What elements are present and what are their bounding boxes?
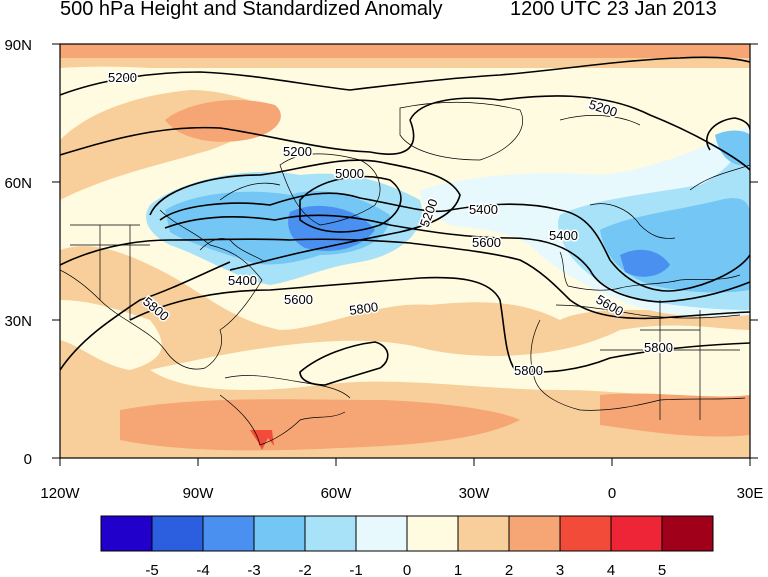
lon-label: 30E: [737, 485, 764, 502]
contour-label: 5800: [514, 363, 543, 378]
contour-label: 5000: [335, 166, 364, 181]
lon-label: 60W: [321, 485, 353, 502]
contour-label: 5200: [108, 70, 137, 85]
colorbar-tick-label: 4: [607, 562, 615, 577]
axis-ticks: [52, 43, 758, 466]
lon-labels: 120W 90W 60W 30W 0 30E: [40, 485, 763, 502]
lat-label: 90N: [4, 37, 32, 54]
colorbar-swatch: [253, 515, 306, 552]
colorbar-swatch: [610, 515, 663, 552]
anomaly-shading: [60, 44, 750, 458]
contour-label: 5800: [644, 340, 673, 355]
colorbar-swatch: [661, 515, 714, 552]
colorbar-swatch: [559, 515, 612, 552]
lat-label: 60N: [4, 175, 32, 192]
valid-time-label: 1200 UTC 23 Jan 2013: [510, 0, 717, 20]
contour-label: 5600: [284, 292, 313, 307]
colorbar-tick-label: 1: [454, 562, 462, 577]
colorbar-tick-label: -5: [145, 562, 158, 577]
contour-label: 5400: [549, 228, 578, 243]
colorbar-tick-label: 3: [556, 562, 564, 577]
colorbar-tick-label: -2: [298, 562, 311, 577]
contour-label: 5600: [472, 235, 501, 250]
colorbar-swatch: [508, 515, 561, 552]
lat-labels: 90N 60N 30N 0: [4, 37, 32, 468]
map-title: 500 hPa Height and Standardized Anomaly: [60, 0, 443, 20]
lat-label: 30N: [4, 313, 32, 330]
colorbar-tick-label: -3: [247, 562, 260, 577]
colorbar-swatch: [151, 515, 204, 552]
contour-label: 5800: [348, 299, 379, 318]
colorbar-swatch: [202, 515, 255, 552]
colorbar-tick-label: 5: [658, 562, 666, 577]
lon-label: 0: [608, 485, 616, 502]
lon-label: 120W: [40, 485, 80, 502]
lon-label: 30W: [459, 485, 491, 502]
map-frame: [59, 43, 751, 459]
colorbar-swatch: [355, 515, 408, 552]
colorbar-tick-label: -4: [196, 562, 209, 577]
contour-label: 5200: [283, 144, 312, 159]
colorbar-tick-label: -1: [349, 562, 362, 577]
lon-label: 90W: [183, 485, 215, 502]
colorbar-tick-label: 2: [505, 562, 513, 577]
colorbar-labels: -5 -4 -3 -2 -1 0 1 2 3 4 5: [145, 562, 666, 577]
colorbar-swatch: [304, 515, 357, 552]
colorbar-swatch: [457, 515, 510, 552]
colorbar-swatch: [100, 515, 153, 552]
contour-label: 5400: [469, 202, 498, 217]
colorbar-swatch: [406, 515, 459, 552]
contour-label: 5400: [228, 273, 257, 288]
coastlines: [60, 101, 750, 446]
colorbar-tick-label: 0: [403, 562, 411, 577]
height-contours: [60, 56, 750, 386]
lat-label: 0: [24, 451, 32, 468]
colorbar: [100, 515, 714, 552]
